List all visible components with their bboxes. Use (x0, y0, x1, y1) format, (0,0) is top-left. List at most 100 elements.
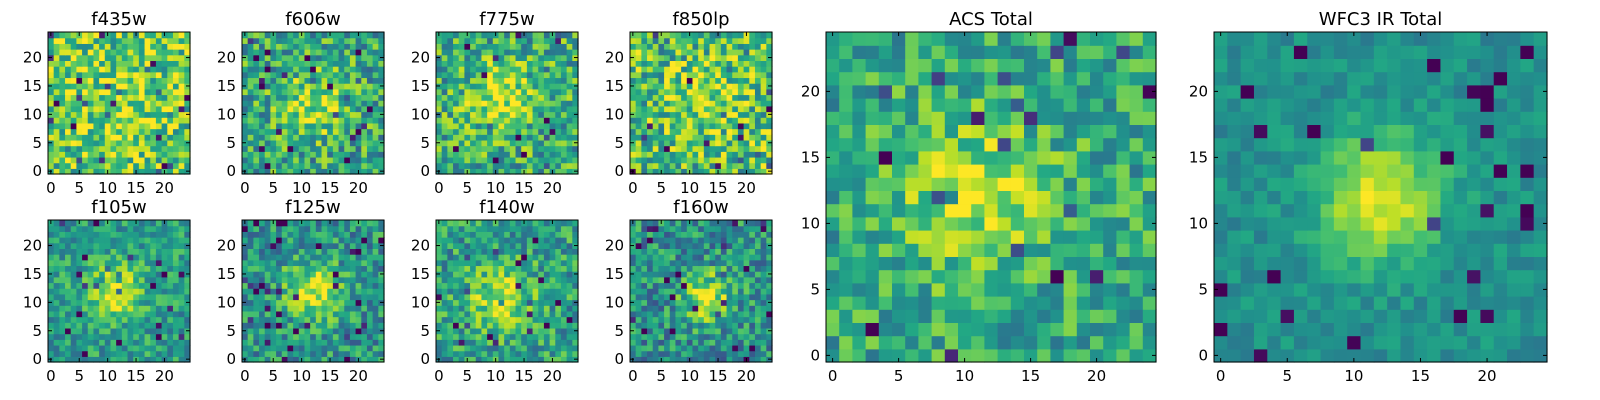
heatmap-cell (652, 339, 659, 346)
heatmap-cell (344, 49, 351, 56)
heatmap-cell (344, 220, 351, 227)
heatmap-cell (104, 162, 112, 169)
heatmap-cell (521, 156, 528, 164)
heatmap-cell (726, 151, 733, 158)
heatmap-cell (549, 333, 556, 340)
heatmap-cell (441, 327, 448, 335)
heatmap-cell (276, 248, 283, 255)
heatmap-cell (566, 299, 573, 306)
heatmap-cell (315, 299, 323, 306)
heatmap-cell (453, 134, 460, 141)
heatmap-cell (441, 276, 448, 284)
heatmap-cell (441, 282, 448, 289)
heatmap-cell (116, 83, 123, 90)
heatmap-cell (264, 248, 271, 255)
heatmap-cell (253, 265, 260, 272)
heatmap-cell (630, 276, 637, 284)
heatmap-cell (310, 254, 317, 261)
heatmap-cell (87, 43, 95, 50)
heatmap-cell (59, 356, 66, 363)
heatmap-cell (641, 105, 648, 113)
heatmap-cell (366, 237, 374, 244)
heatmap-cell (264, 145, 271, 152)
heatmap-cell (121, 293, 129, 301)
heatmap-cell (150, 225, 157, 232)
heatmap-cell (104, 282, 112, 289)
heatmap-cell (509, 54, 517, 61)
heatmap-cell (703, 117, 711, 124)
heatmap-cell (315, 117, 323, 124)
heatmap-cell (652, 151, 659, 158)
heatmap-cell (526, 156, 534, 164)
heatmap-cell (566, 322, 573, 329)
heatmap-cell (509, 327, 517, 335)
heatmap-cell (99, 49, 106, 56)
heatmap-cell (453, 310, 460, 318)
heatmap-cell (99, 276, 106, 284)
heatmap-cell (504, 88, 511, 96)
heatmap-cell (321, 168, 328, 175)
heatmap-cell (281, 293, 289, 301)
heatmap-cell (121, 71, 129, 79)
heatmap-cell (732, 32, 739, 39)
heatmap-cell (99, 220, 106, 227)
heatmap-cell (652, 156, 659, 164)
heatmap-cell (293, 139, 300, 147)
heatmap-cell (715, 71, 722, 79)
heatmap-cell (349, 60, 357, 67)
heatmap-cell (630, 88, 637, 96)
heatmap-cell (338, 288, 345, 295)
heatmap-cell (498, 265, 505, 272)
heatmap-cell (715, 83, 722, 90)
heatmap-cell (304, 237, 311, 244)
heatmap-cell (681, 94, 688, 101)
heatmap-cell (515, 156, 522, 164)
heatmap-cell (549, 259, 556, 267)
heatmap-cell (87, 333, 95, 340)
heatmap-cell (572, 128, 579, 135)
heatmap-cell (281, 105, 289, 113)
heatmap-cell (366, 220, 374, 227)
heatmap-cell (737, 122, 745, 130)
heatmap-cell (681, 83, 688, 90)
heatmap-cell (521, 83, 528, 90)
heatmap-cell (321, 105, 328, 113)
heatmap-cell (664, 60, 671, 67)
heatmap-cell (247, 156, 254, 164)
heatmap-cell (743, 77, 750, 84)
heatmap-cell (338, 259, 345, 267)
heatmap-cell (492, 316, 500, 323)
heatmap-cell (498, 316, 505, 323)
heatmap-cell (127, 248, 134, 255)
heatmap-cell (121, 162, 129, 169)
heatmap-cell (715, 310, 722, 318)
heatmap-cell (686, 66, 694, 73)
heatmap-cell (304, 151, 311, 158)
heatmap-cell (287, 49, 294, 56)
heatmap-cell (504, 327, 511, 335)
heatmap-cell (87, 322, 95, 329)
x-tick-label: 15 (708, 179, 727, 197)
heatmap-cell (121, 316, 129, 323)
heatmap-cell (281, 305, 289, 312)
heatmap-cell (760, 168, 767, 175)
heatmap-cell (372, 111, 379, 118)
heatmap-cell (703, 162, 711, 169)
heatmap-cell (464, 237, 471, 244)
heatmap-cell (464, 66, 471, 73)
heatmap-cell (698, 145, 705, 152)
heatmap-cell (355, 322, 362, 329)
heatmap-cell (70, 134, 77, 141)
heatmap-cell (48, 162, 55, 169)
heatmap-cell (321, 111, 328, 118)
heatmap-cell (372, 37, 379, 44)
heatmap-cell (509, 220, 517, 227)
heatmap-cell (127, 117, 134, 124)
heatmap-cell (99, 32, 106, 39)
heatmap-cell (338, 100, 345, 107)
heatmap-cell (155, 316, 163, 323)
heatmap-cell (703, 139, 711, 147)
heatmap-cell (492, 259, 500, 267)
heatmap-cell (726, 288, 733, 295)
heatmap-cell (161, 316, 168, 323)
